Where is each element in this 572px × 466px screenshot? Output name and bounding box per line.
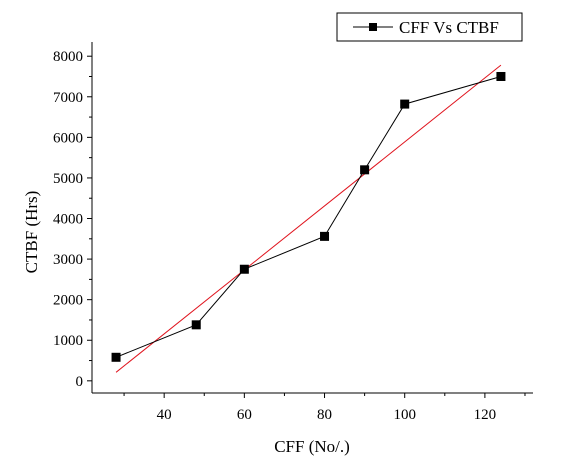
fit-line bbox=[115, 64, 502, 373]
y-tick-label: 8000 bbox=[53, 49, 83, 65]
y-tick-label: 7000 bbox=[53, 90, 83, 106]
y-tick-label: 3000 bbox=[53, 252, 83, 268]
x-axis-label: CFF (No/.) bbox=[274, 437, 350, 456]
x-tick-label: 40 bbox=[157, 407, 172, 423]
y-tick-label: 0 bbox=[76, 374, 84, 390]
x-tick-label: 120 bbox=[474, 407, 497, 423]
y-tick-label: 5000 bbox=[53, 171, 83, 187]
plot-area bbox=[91, 42, 533, 394]
legend-series-marker bbox=[369, 23, 377, 31]
fit-line-group bbox=[115, 64, 502, 373]
data-point bbox=[320, 231, 330, 241]
y-tick-label: 4000 bbox=[53, 212, 83, 228]
y-tick-label: 6000 bbox=[53, 130, 83, 146]
y-axis-label: CTBF (Hrs) bbox=[22, 191, 41, 274]
data-point bbox=[191, 320, 201, 330]
series-line bbox=[115, 76, 502, 358]
y-tick-label: 2000 bbox=[53, 293, 83, 309]
data-point bbox=[496, 71, 506, 81]
y-tick-label: 1000 bbox=[53, 333, 83, 349]
y-axis-ticks: 0 1000 2000 3000 4000 5000 6000 7000 8000 bbox=[53, 49, 92, 390]
x-tick-label: 100 bbox=[393, 407, 416, 423]
legend-series-label: CFF Vs CTBF bbox=[399, 18, 499, 37]
x-tick-label: 80 bbox=[317, 407, 332, 423]
series-group bbox=[111, 71, 506, 362]
data-point bbox=[111, 352, 121, 362]
x-axis-ticks: 40 60 80 100 120 bbox=[123, 393, 526, 423]
x-tick-label: 60 bbox=[237, 407, 252, 423]
data-point bbox=[400, 99, 410, 109]
data-point bbox=[360, 165, 370, 175]
legend: CFF Vs CTBF bbox=[336, 12, 523, 42]
data-point bbox=[239, 264, 249, 274]
